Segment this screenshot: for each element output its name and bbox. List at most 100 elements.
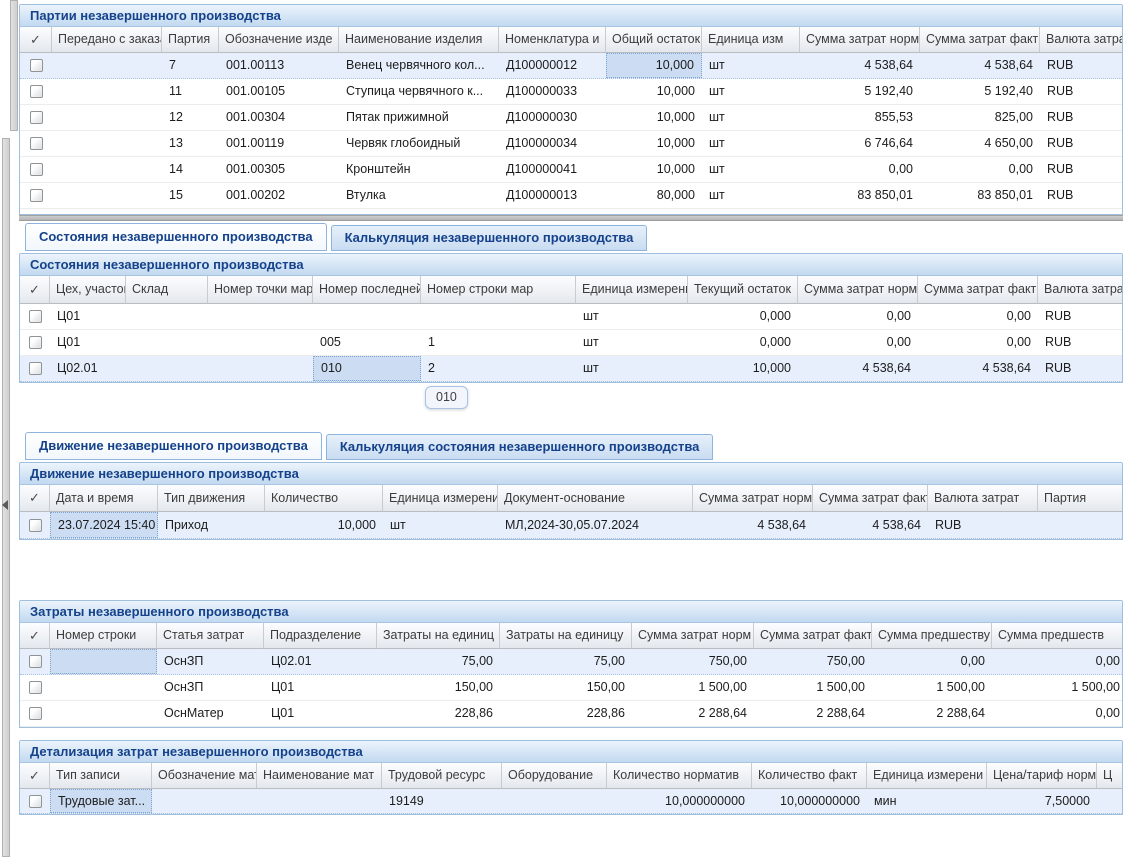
cell[interactable]: 001.00113 (226, 58, 285, 72)
table-row[interactable]: ОснЗП Ц02.01 75,00 75,00 750,00 750,00 0,00 0,0… (20, 649, 1122, 675)
column-header[interactable]: Номер последней (313, 276, 421, 304)
cell[interactable] (52, 157, 162, 182)
cell[interactable] (208, 304, 313, 329)
horizontal-splitter[interactable] (19, 215, 1123, 221)
row-checkbox[interactable] (28, 310, 42, 323)
cell[interactable]: Ступица червячного к... (346, 84, 484, 98)
column-header[interactable]: Партия (162, 27, 219, 53)
cell[interactable]: Д100000041 (506, 162, 578, 176)
column-header[interactable]: Сумма затрат норм (798, 276, 918, 304)
cell[interactable]: Ц01 (57, 335, 81, 349)
collapse-left-icon[interactable] (2, 500, 8, 510)
cell[interactable]: RUB (1040, 209, 1122, 214)
row-checkbox[interactable] (28, 707, 42, 720)
cell[interactable]: 001.00105 (226, 84, 286, 98)
column-header[interactable]: Номер точки марш (208, 276, 313, 304)
row-checkbox[interactable] (29, 163, 43, 176)
cell[interactable]: 10,000 (606, 209, 702, 214)
column-header[interactable]: Сумма затрат факт (920, 27, 1040, 53)
column-header[interactable]: Склад (126, 276, 208, 304)
column-header[interactable]: Общий остаток . (606, 27, 702, 53)
cell[interactable]: 4 538,64 (862, 361, 911, 375)
cell[interactable]: Ц01 (57, 309, 81, 323)
cell[interactable]: RUB (1047, 136, 1074, 150)
cell[interactable]: 005 (320, 335, 341, 349)
cell[interactable]: 6 746,64 (864, 136, 913, 150)
cell[interactable]: 10,000 (656, 162, 695, 176)
cell[interactable]: Крепление фланцевое (339, 209, 499, 214)
cell[interactable]: шт (583, 335, 599, 349)
row-select-cell[interactable] (20, 304, 50, 329)
column-header[interactable]: Партия (1038, 485, 1122, 512)
cell[interactable]: Приход (165, 518, 208, 532)
cell[interactable]: RUB (1045, 309, 1072, 323)
column-header[interactable]: Тип движения (158, 485, 265, 512)
cell[interactable]: 3 048,00 (800, 209, 920, 214)
table-row[interactable]: Ц02.01 010 2 шт 10,000 4 538,64 4 538,64 RUB (20, 356, 1122, 382)
cell[interactable]: 001.00202 (226, 188, 286, 202)
cell[interactable]: Д100000012 (506, 58, 578, 72)
row-checkbox[interactable] (29, 189, 43, 202)
tab-active[interactable]: Движение незавершенного производства (25, 432, 322, 460)
table-row[interactable]: ОснЗП Ц01 150,00 150,00 1 500,00 1 500,00 1 50… (20, 675, 1122, 701)
column-header[interactable]: Сумма предшеству (872, 623, 992, 649)
cell[interactable]: 2 288,64 (936, 706, 985, 720)
row-select-cell[interactable] (20, 131, 52, 156)
cell[interactable]: RUB (1047, 162, 1074, 176)
column-header[interactable]: Единица изм (702, 27, 800, 53)
select-all-column-header[interactable]: ✓ (20, 27, 52, 53)
cell[interactable] (152, 789, 257, 813)
cell[interactable]: 1 500,00 (936, 680, 985, 694)
cell[interactable]: 0,00 (886, 309, 911, 323)
cell[interactable]: шт (709, 188, 725, 202)
table-row[interactable]: ОснМатер Ц01 228,86 228,86 2 288,64 2 288,64 2… (20, 701, 1122, 727)
row-checkbox[interactable] (28, 655, 42, 668)
cell[interactable]: 0,000 (759, 335, 791, 349)
cell[interactable]: Червяк глобоидный (346, 136, 461, 150)
cell[interactable]: шт (583, 361, 599, 375)
cell[interactable]: Ц01 (271, 706, 295, 720)
cell[interactable]: 4 650,00 (984, 136, 1033, 150)
cell[interactable]: Д100000033 (506, 84, 578, 98)
row-checkbox[interactable] (29, 59, 43, 72)
cell[interactable]: 10,000000000 (780, 794, 860, 808)
table-row[interactable]: Ц01 шт 0,000 0,00 0,00 RUB (20, 304, 1122, 330)
cell[interactable]: Втулка (346, 188, 386, 202)
cell[interactable]: 150,00 (454, 680, 493, 694)
row-checkbox[interactable] (29, 137, 43, 150)
cell[interactable]: 12 (169, 110, 183, 124)
row-select-cell[interactable] (20, 105, 52, 130)
cell[interactable]: 4 538,64 (982, 361, 1031, 375)
column-header[interactable]: Затраты на единицу (500, 623, 632, 649)
column-header[interactable]: Трудовой ресурс (382, 763, 502, 789)
cell[interactable]: 10,000 (606, 53, 702, 78)
cell[interactable] (313, 304, 421, 329)
cell[interactable]: 001.00304 (226, 110, 286, 124)
column-header[interactable]: Оборудование (502, 763, 607, 789)
cell[interactable]: RUB (1045, 361, 1072, 375)
column-header[interactable]: Сумма затрат норм (800, 27, 920, 53)
cell[interactable]: шт (709, 84, 725, 98)
cell[interactable]: 21 (162, 209, 219, 214)
cell[interactable] (52, 79, 162, 104)
cell[interactable]: 4 538,64 (757, 518, 806, 532)
cell[interactable]: RUB (1047, 110, 1074, 124)
cell[interactable] (50, 675, 157, 700)
table-row[interactable]: 12 001.00304 Пятак прижимной Д100000030 10,0… (20, 105, 1122, 131)
row-select-cell[interactable] (20, 330, 50, 355)
vertical-splitter-top[interactable] (10, 0, 18, 131)
cell[interactable]: ОснМатер (164, 706, 224, 720)
cell[interactable]: Пятак прижимной (346, 110, 449, 124)
cell[interactable]: 001.00401 (219, 209, 339, 214)
row-checkbox[interactable] (28, 362, 42, 375)
cell[interactable]: 855,53 (874, 110, 913, 124)
cell[interactable]: 7 (169, 58, 176, 72)
table-row[interactable]: 23.07.2024 15:40 Приход 10,000 шт МЛ,2024-30… (20, 512, 1122, 539)
cell[interactable]: 0,00 (1095, 706, 1120, 720)
row-checkbox[interactable] (28, 336, 42, 349)
column-header[interactable]: Количество норматив (607, 763, 752, 789)
cell[interactable] (502, 789, 607, 813)
cell[interactable] (52, 131, 162, 156)
select-all-column-header[interactable]: ✓ (20, 763, 50, 789)
column-header[interactable]: Номер строки (50, 623, 157, 649)
